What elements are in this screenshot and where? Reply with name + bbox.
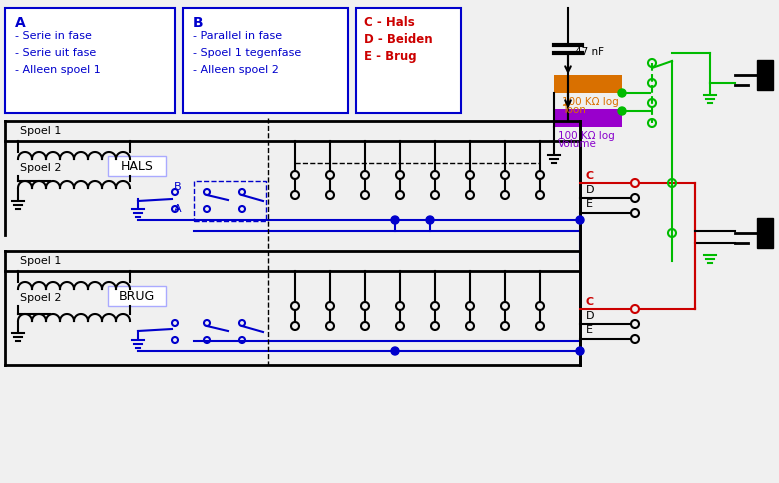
- Circle shape: [576, 347, 584, 355]
- Text: C - Hals: C - Hals: [364, 16, 414, 29]
- Text: E: E: [586, 199, 593, 209]
- Text: 100 KΩ log: 100 KΩ log: [558, 131, 615, 141]
- Text: - Alleen spoel 2: - Alleen spoel 2: [193, 65, 279, 75]
- Circle shape: [426, 216, 434, 224]
- Text: - Spoel 1 tegenfase: - Spoel 1 tegenfase: [193, 48, 301, 58]
- Text: Spoel 2: Spoel 2: [20, 163, 62, 173]
- Text: Volume: Volume: [558, 139, 597, 149]
- Text: D: D: [586, 311, 594, 321]
- Text: D - Beiden: D - Beiden: [364, 33, 432, 46]
- FancyBboxPatch shape: [5, 8, 175, 113]
- FancyBboxPatch shape: [108, 156, 166, 176]
- FancyBboxPatch shape: [757, 60, 773, 90]
- Text: A: A: [15, 16, 26, 30]
- Text: B: B: [193, 16, 203, 30]
- Text: HALS: HALS: [121, 159, 153, 172]
- Text: BRUG: BRUG: [119, 289, 155, 302]
- Text: E - Brug: E - Brug: [364, 50, 417, 63]
- FancyBboxPatch shape: [554, 109, 622, 127]
- Text: D: D: [586, 185, 594, 195]
- FancyBboxPatch shape: [108, 286, 166, 306]
- Text: Spoel 1: Spoel 1: [20, 256, 62, 266]
- Text: C: C: [586, 297, 594, 307]
- Text: - Serie uit fase: - Serie uit fase: [15, 48, 97, 58]
- Text: 100 KΩ log: 100 KΩ log: [562, 97, 619, 107]
- FancyBboxPatch shape: [757, 218, 773, 248]
- FancyBboxPatch shape: [356, 8, 461, 113]
- Text: Spoel 2: Spoel 2: [20, 293, 62, 303]
- FancyBboxPatch shape: [554, 75, 622, 93]
- Text: - Alleen spoel 1: - Alleen spoel 1: [15, 65, 100, 75]
- Text: A: A: [174, 204, 182, 214]
- Circle shape: [576, 216, 584, 224]
- FancyBboxPatch shape: [183, 8, 348, 113]
- Text: Toon: Toon: [562, 105, 586, 115]
- Circle shape: [618, 107, 626, 115]
- Text: B: B: [174, 182, 182, 192]
- Text: Spoel 1: Spoel 1: [20, 126, 62, 136]
- Circle shape: [618, 89, 626, 97]
- Text: C: C: [586, 171, 594, 181]
- Text: - Parallel in fase: - Parallel in fase: [193, 31, 282, 41]
- Text: 47 nF: 47 nF: [575, 47, 604, 57]
- Text: - Serie in fase: - Serie in fase: [15, 31, 92, 41]
- Circle shape: [391, 347, 399, 355]
- Text: E: E: [586, 325, 593, 335]
- Circle shape: [391, 216, 399, 224]
